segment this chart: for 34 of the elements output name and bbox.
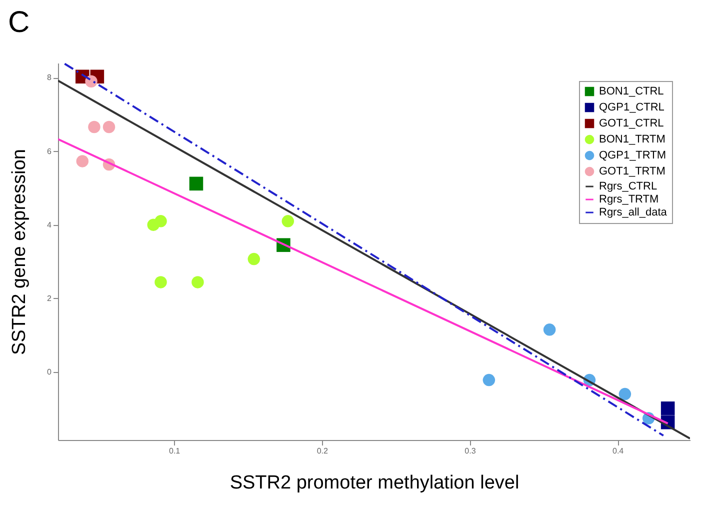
legend-label: BON1_CTRL xyxy=(599,86,664,98)
legend-label: QGP1_CTRL xyxy=(599,102,664,114)
legend-label: GOT1_TRTM xyxy=(599,166,666,178)
point xyxy=(88,120,100,134)
x-axis-title: SSTR2 promoter methylation level xyxy=(230,472,520,494)
point xyxy=(543,324,556,336)
y-axis-title: SSTR2 gene expression xyxy=(9,149,30,355)
point xyxy=(189,176,204,191)
point xyxy=(102,120,116,134)
legend-label: GOT1_CTRL xyxy=(599,118,664,130)
x-tick-label: 0.4 xyxy=(612,446,624,456)
chart-title: C xyxy=(8,6,30,39)
y-tick-label: 0 xyxy=(47,367,52,376)
legend-label: Rgrs_CTRL xyxy=(599,180,658,192)
legend-label: QGP1_TRTM xyxy=(599,150,666,162)
y-tick-label: 8 xyxy=(47,73,52,82)
point xyxy=(660,401,675,416)
y-tick-label: 2 xyxy=(47,294,52,303)
x-tick-label: 0.1 xyxy=(168,446,181,456)
legend-label: Rgrs_TRTM xyxy=(599,194,659,206)
legend-label: BON1_TRTM xyxy=(599,134,666,146)
point xyxy=(76,155,89,168)
y-tick-label: 6 xyxy=(47,146,52,156)
y-tick-label: 4 xyxy=(47,220,52,230)
point xyxy=(482,374,496,386)
point xyxy=(248,252,260,266)
point xyxy=(192,276,204,288)
point xyxy=(154,215,167,228)
point xyxy=(282,215,294,228)
legend-label: Rgrs_all_data xyxy=(599,206,668,218)
point xyxy=(154,276,167,288)
x-tick-label: 0.3 xyxy=(464,446,476,456)
x-tick-label: 0.2 xyxy=(316,446,328,456)
point xyxy=(618,388,632,400)
